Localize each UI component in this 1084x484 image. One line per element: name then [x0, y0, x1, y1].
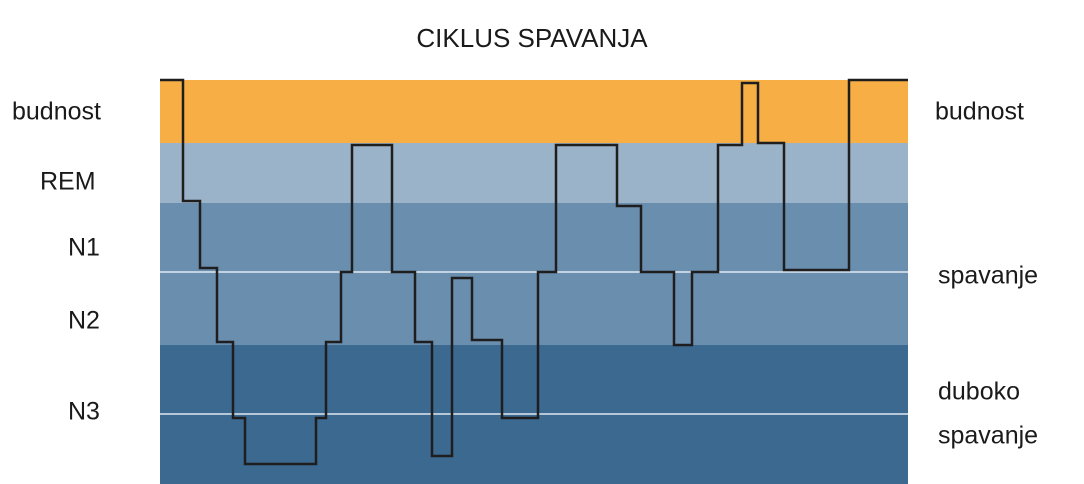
band-wake — [160, 80, 908, 143]
state-label: spavanje — [938, 262, 1038, 290]
state-label: spavanje — [938, 422, 1038, 450]
title: CIKLUS SPAVANJA — [416, 23, 648, 53]
stage-label: REM — [40, 168, 96, 196]
stage-label: N1 — [68, 234, 100, 262]
hypnogram-line — [160, 78, 908, 466]
stage-label: budnost — [12, 98, 101, 126]
state-label: duboko — [938, 378, 1020, 406]
stage-label: N2 — [68, 307, 100, 335]
band-rem — [160, 143, 908, 203]
stage-label: N3 — [68, 398, 100, 426]
state-label: budnost — [935, 98, 1024, 126]
band-light-sleep — [160, 203, 908, 345]
